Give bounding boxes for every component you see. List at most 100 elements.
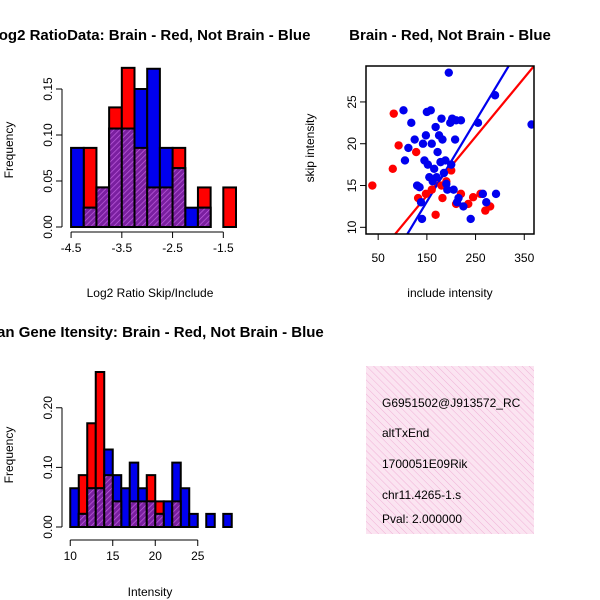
histogram-bar-not-brain <box>69 487 80 528</box>
scatter-x-tick-label: 350 <box>514 251 534 265</box>
ratio-histogram-axes: 0.00 0.05 0.10 0.15 -4.5 -3.5 -2.5 -1.5 <box>41 77 234 255</box>
histogram-bar-overlap <box>133 146 149 229</box>
ratio-histogram-title: Log2 RatioData: Brain - Red, Not Brain -… <box>0 27 310 44</box>
ratio-histogram-xlabel: Log2 Ratio Skip/Include <box>87 286 214 300</box>
scatter-point-not-brain <box>418 139 428 148</box>
ratio-histogram-panel: Log2 RatioData: Brain - Red, Not Brain -… <box>0 27 310 300</box>
scatter-y-tick-label: 20 <box>345 137 359 151</box>
intensity-histogram-panel: Mean Gene Itensity: Brain - Red, Not Bra… <box>0 324 324 599</box>
histogram-bar-overlap <box>154 512 165 529</box>
x-tick-label: -4.5 <box>61 241 82 255</box>
scatter-point-not-brain <box>439 168 449 178</box>
histogram-bar-not-brain <box>120 487 131 528</box>
x-tick-label: 25 <box>191 549 205 563</box>
scatter-point-not-brain <box>438 135 447 144</box>
intensity-scatter-panel: Brain - Red, Not Brain - Blue 10 15 20 25 50… <box>303 27 551 300</box>
histogram-bar-overlap <box>171 167 187 228</box>
scatter-point-brain <box>394 141 403 150</box>
intensity-histogram-bars <box>69 371 233 529</box>
scatter-point-not-brain <box>433 147 442 157</box>
scatter-point-brain <box>368 181 377 190</box>
intensity-histogram-ylabel: Frequency <box>2 427 16 484</box>
info-probe-id: G6951502@J913572_RC <box>382 396 521 410</box>
histogram-bar-overlap <box>158 186 174 229</box>
y-tick-label: 0.00 <box>41 515 55 539</box>
scatter-point-not-brain <box>421 131 431 140</box>
intensity-histogram-title: Mean Gene Itensity: Brain - Red, Not Bra… <box>0 324 324 341</box>
scatter-point-not-brain <box>400 156 410 165</box>
y-tick-label: 0.15 <box>41 77 55 101</box>
x-tick-label: -3.5 <box>111 241 132 255</box>
scatter-point-brain <box>388 164 397 174</box>
scatter-y-tick-label: 10 <box>345 220 359 234</box>
intensity-histogram-axes: 0.00 0.10 0.20 10 15 20 25 <box>41 396 205 563</box>
scatter-frame <box>365 65 535 235</box>
scatter-point-not-brain <box>415 182 424 192</box>
scatter-point-not-brain <box>450 135 460 144</box>
scatter-point-not-brain <box>429 164 439 174</box>
histogram-bar-overlap <box>86 487 97 528</box>
scatter-point-not-brain <box>399 106 408 115</box>
scatter-point-not-brain <box>478 189 488 199</box>
scatter-x-tick-label: 150 <box>417 251 437 265</box>
info-gene-name: 1700051E09Rik <box>382 457 468 471</box>
histogram-bar-overlap <box>103 474 114 528</box>
y-tick-label: 0.10 <box>41 455 55 479</box>
scatter-ylabel: skip intensity <box>303 114 317 183</box>
y-tick-label: 0.00 <box>41 215 55 239</box>
scatter-point-brain <box>411 147 421 157</box>
scatter-point-not-brain <box>432 172 441 182</box>
scatter-title: Brain - Red, Not Brain - Blue <box>349 27 551 44</box>
x-tick-label: -1.5 <box>213 241 234 255</box>
info-event-type: altTxEnd <box>382 426 429 440</box>
ratio-histogram-ylabel: Frequency <box>2 122 16 179</box>
histogram-bar-overlap <box>120 127 136 228</box>
histogram-bar-overlap <box>145 500 157 529</box>
scatter-point-not-brain <box>449 185 458 194</box>
histogram-bar-overlap <box>128 500 140 529</box>
scatter-plot-area: 10 15 20 25 50 150 250 350 <box>345 65 535 265</box>
histogram-bar-overlap <box>94 487 106 528</box>
scatter-point-brain <box>468 193 478 202</box>
histogram-bar-overlap <box>137 500 148 529</box>
scatter-point-not-brain <box>426 106 435 115</box>
x-tick-label: 20 <box>149 549 163 563</box>
scatter-point-not-brain <box>410 135 419 144</box>
histogram-bar-overlap <box>146 186 161 229</box>
histogram-bar-overlap <box>171 500 182 529</box>
scatter-point-not-brain <box>437 114 446 123</box>
scatter-point-not-brain <box>404 143 413 153</box>
scatter-point-not-brain <box>482 198 491 207</box>
scatter-point-not-brain <box>473 118 483 128</box>
histogram-bar-not-brain <box>179 487 191 528</box>
scatter-point-not-brain <box>454 193 463 203</box>
scatter-point-brain <box>389 109 398 118</box>
scatter-point-brain <box>421 189 431 199</box>
scatter-point-brain <box>447 166 456 175</box>
scatter-point-brain <box>431 210 440 219</box>
scatter-point-not-brain <box>407 118 416 128</box>
info-panel-background <box>366 366 534 534</box>
histogram-bar-overlap <box>95 186 111 229</box>
ratio-histogram-bars <box>70 66 237 229</box>
scatter-point-not-brain <box>447 160 456 169</box>
histogram-bar-overlap <box>111 500 123 529</box>
y-tick-label: 0.05 <box>41 169 55 193</box>
scatter-point-not-brain <box>490 91 500 100</box>
histogram-bar-brain <box>222 186 237 229</box>
scatter-point-not-brain <box>444 68 453 77</box>
scatter-point-not-brain <box>423 160 433 169</box>
scatter-point-not-brain <box>431 122 440 132</box>
x-tick-label: 15 <box>106 549 120 563</box>
x-tick-label: 10 <box>64 549 78 563</box>
scatter-marks <box>368 66 534 234</box>
scatter-x-tick-label: 250 <box>466 251 486 265</box>
scatter-point-not-brain <box>456 116 466 125</box>
scatter-point-brain <box>438 193 447 203</box>
histogram-bar-not-brain <box>205 512 216 529</box>
scatter-point-not-brain <box>466 214 475 224</box>
histogram-bar-overlap <box>77 512 89 529</box>
scatter-point-not-brain <box>416 198 426 207</box>
scatter-point-not-brain <box>417 214 427 224</box>
scatter-y-tick-label: 25 <box>345 95 359 109</box>
